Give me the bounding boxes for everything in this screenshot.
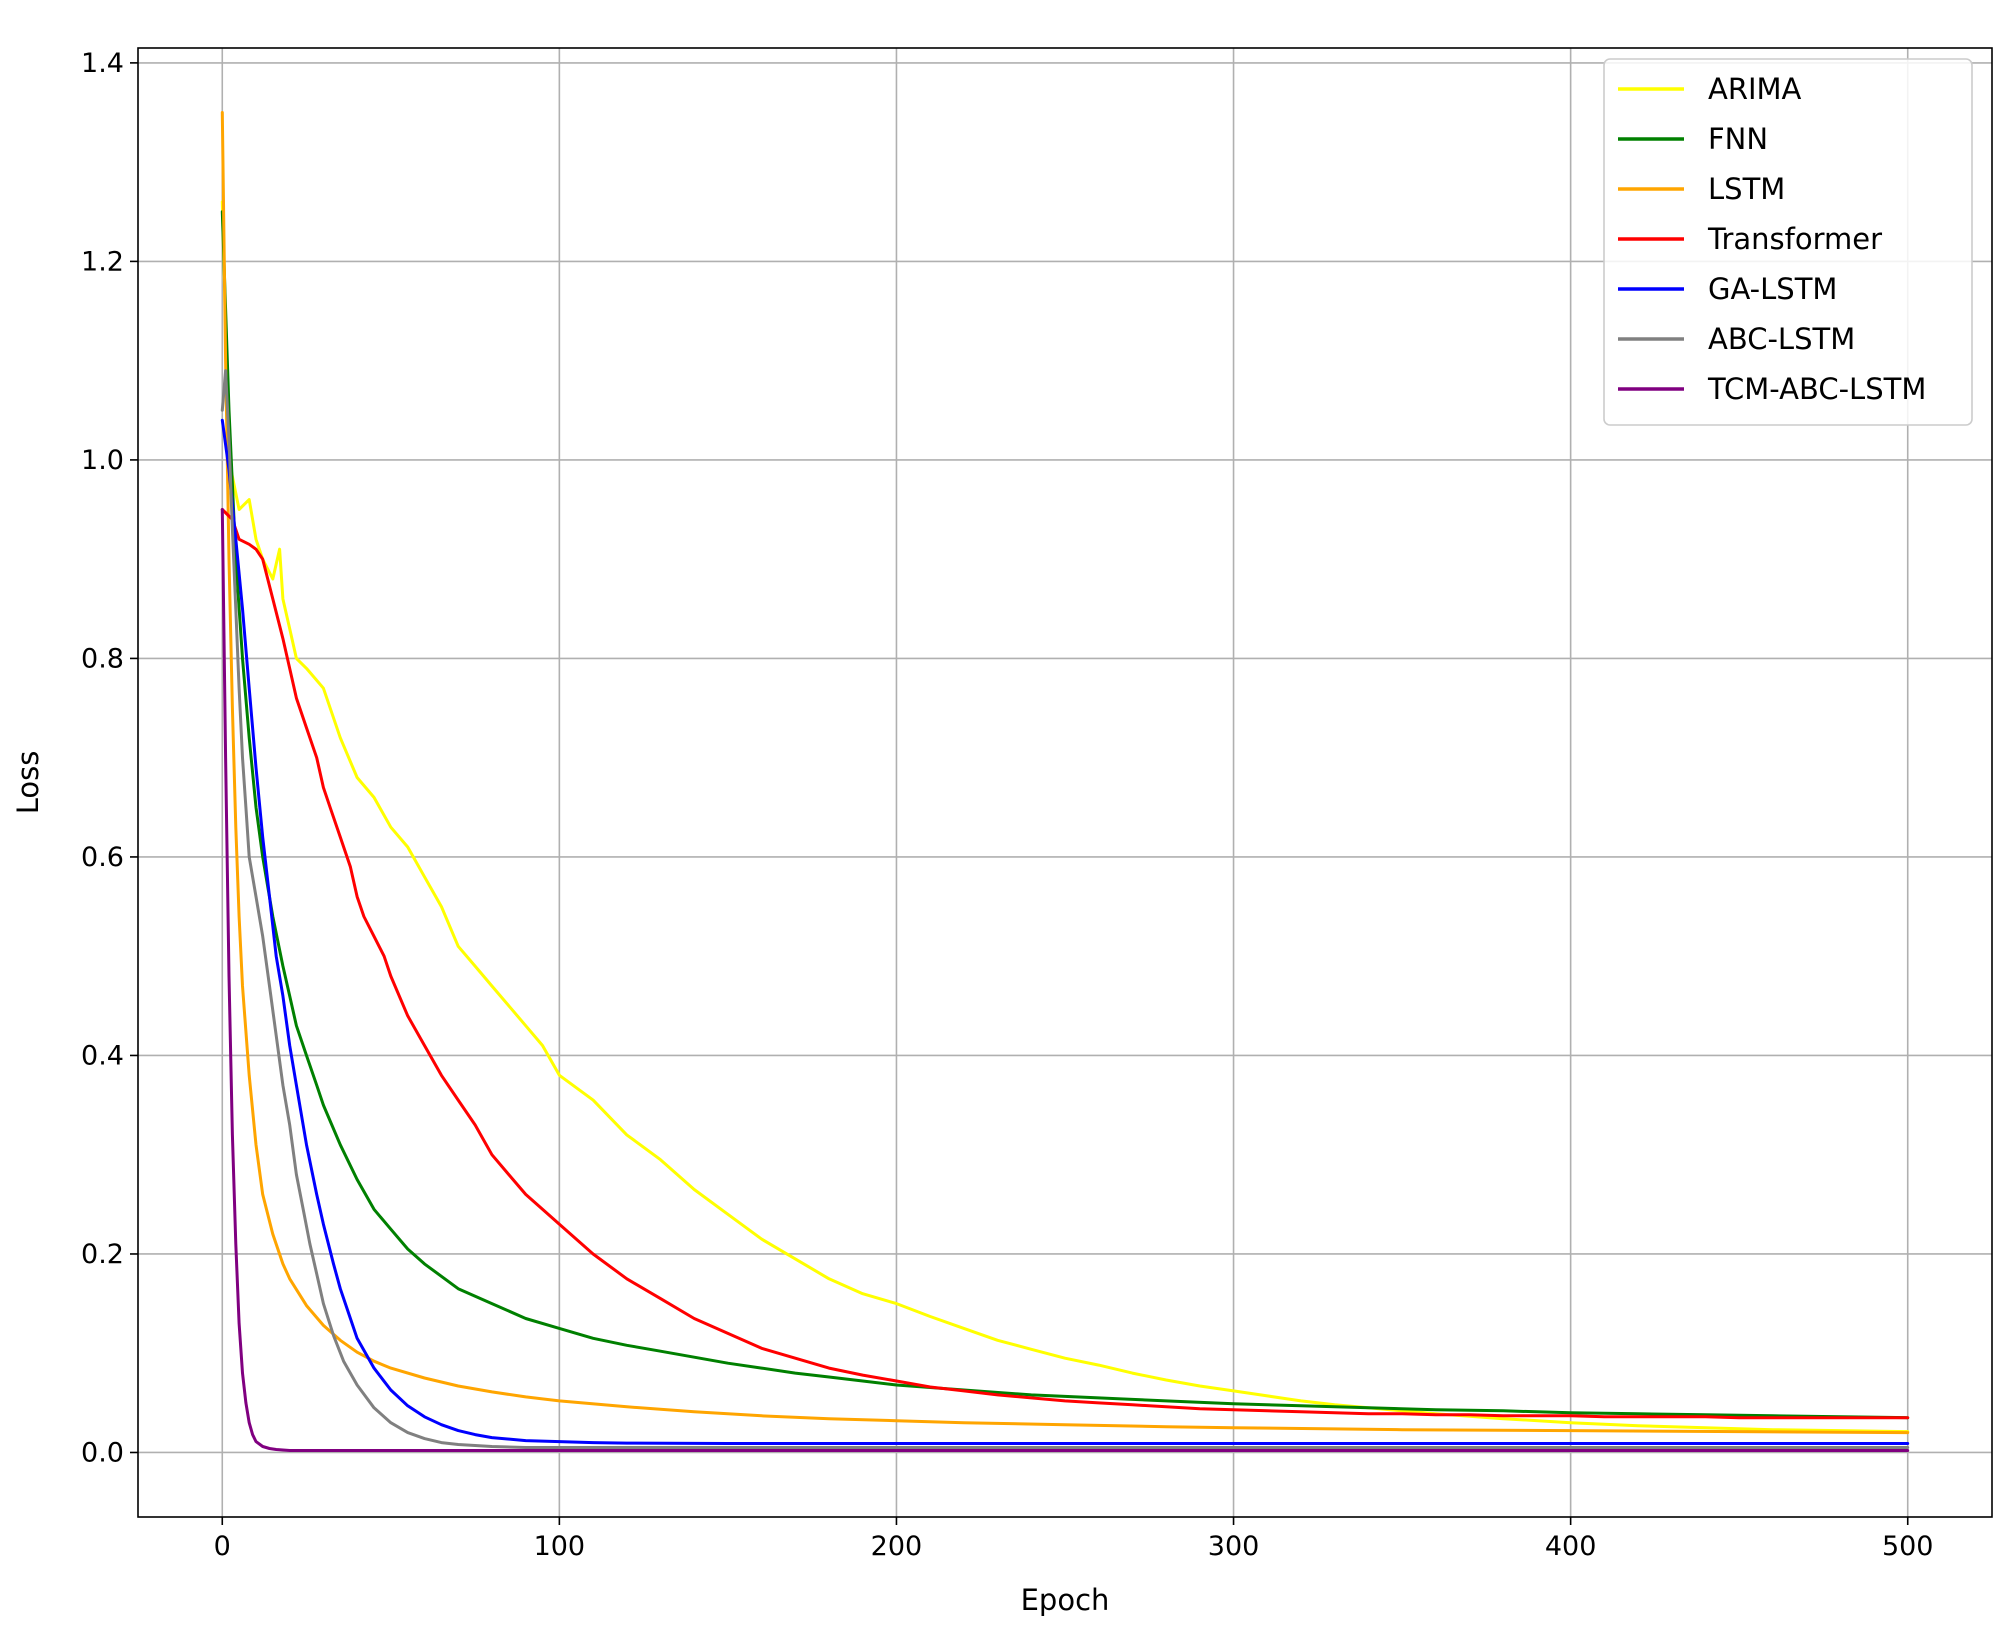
legend-label: LSTM <box>1708 172 1785 206</box>
x-tick-label: 200 <box>871 1531 923 1562</box>
series-line-arima <box>220 200 1910 1434</box>
y-axis-ticks: 0.0 0.2 0.4 0.6 0.8 1.0 1.2 1.4 <box>81 48 138 1468</box>
y-tick-label: 0.2 <box>81 1239 124 1270</box>
series-line-lstm <box>220 111 1910 1435</box>
y-tick-label: 0.0 <box>81 1437 124 1468</box>
y-tick-label: 0.8 <box>81 643 124 674</box>
x-tick-label: 500 <box>1882 1531 1934 1562</box>
legend-label: ABC-LSTM <box>1708 322 1855 356</box>
legend-box <box>1603 58 1973 426</box>
legend-label: FNN <box>1708 122 1768 156</box>
series-line-tcm-abc-lstm <box>220 508 1910 1452</box>
series-lines <box>220 111 1910 1452</box>
legend-label: ARIMA <box>1708 72 1802 106</box>
series-line-abc-lstm <box>220 369 1910 1449</box>
y-tick-label: 0.4 <box>81 1040 124 1071</box>
legend-label: GA-LSTM <box>1708 272 1837 306</box>
x-axis-label: Epoch <box>1021 1583 1110 1617</box>
y-tick-label: 0.6 <box>81 842 124 873</box>
y-axis-label: Loss <box>11 751 45 815</box>
y-tick-label: 1.2 <box>81 246 124 277</box>
x-tick-label: 400 <box>1545 1531 1597 1562</box>
x-tick-label: 0 <box>214 1531 231 1562</box>
plot-frame <box>137 47 1993 1518</box>
x-tick-label: 100 <box>534 1531 586 1562</box>
legend-label: TCM-ABC-LSTM <box>1707 372 1926 406</box>
y-tick-label: 1.0 <box>81 445 124 476</box>
x-tick-label: 300 <box>1208 1531 1260 1562</box>
legend: ARIMA FNN LSTM Transformer GA-LSTM ABC-LSTM TC… <box>1603 58 1973 426</box>
series-line-ga-lstm <box>220 418 1910 1445</box>
series-line-fnn <box>220 210 1910 1420</box>
x-axis-ticks: 0 100 200 300 400 500 <box>214 1517 1934 1562</box>
y-tick-label: 1.4 <box>81 48 124 79</box>
legend-label: Transformer <box>1707 222 1882 256</box>
series-line-transformer <box>220 508 1910 1420</box>
